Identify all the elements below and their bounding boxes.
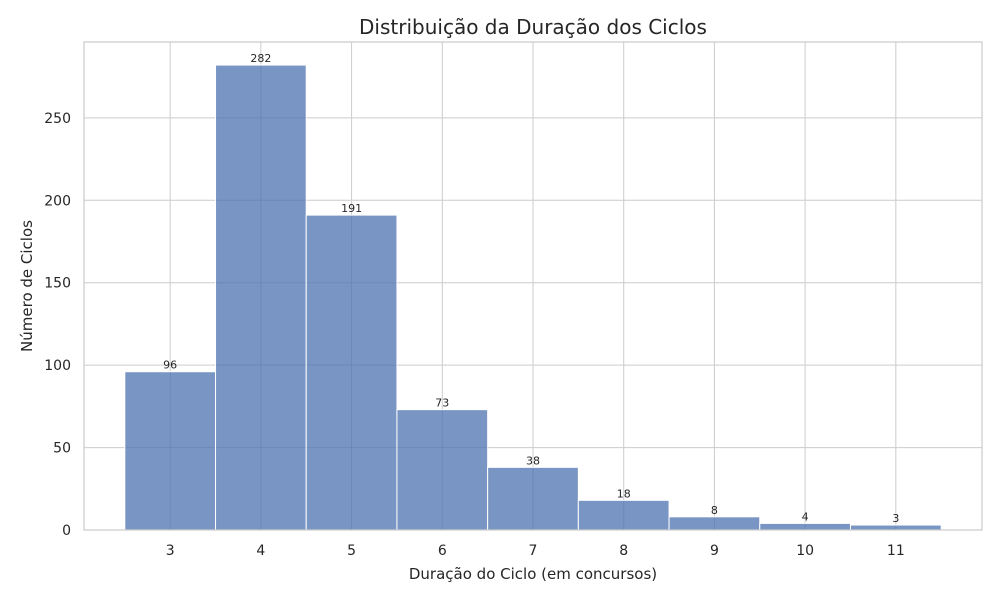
bar-value-label: 73 — [435, 397, 449, 410]
bar — [215, 64, 307, 531]
bars — [124, 64, 942, 531]
data-labels: 96 282 191 73 38 18 8 4 3 — [163, 52, 899, 525]
bar — [668, 516, 761, 531]
x-tick-label: 9 — [710, 543, 719, 559]
chart-title: Distribuição da Duração dos Ciclos — [359, 15, 707, 39]
y-tick-label: 100 — [44, 358, 71, 374]
bar-value-label: 18 — [617, 487, 631, 500]
bar-value-label: 8 — [711, 504, 718, 517]
bar-value-label: 38 — [526, 454, 540, 467]
bar — [849, 524, 942, 531]
x-tick-label: 3 — [166, 543, 175, 559]
x-tick-label: 8 — [619, 543, 628, 559]
bar-value-label: 4 — [802, 510, 809, 523]
bar — [124, 371, 217, 531]
y-tick-label: 50 — [53, 441, 71, 457]
bar-value-label: 96 — [163, 359, 177, 372]
plot-frame — [83, 41, 983, 531]
y-tick-labels: 0 50 100 150 200 250 — [44, 111, 71, 539]
bar-value-label: 3 — [892, 512, 899, 525]
bar — [487, 466, 579, 531]
x-tick-label: 10 — [796, 543, 814, 559]
x-tick-label: 7 — [529, 543, 538, 559]
y-axis-label: Número de Ciclos — [18, 220, 36, 352]
y-tick-label: 250 — [44, 111, 71, 127]
y-tick-label: 150 — [44, 276, 71, 292]
bar-value-label: 282 — [250, 52, 271, 65]
bar — [305, 214, 398, 531]
y-tick-label: 200 — [44, 193, 71, 209]
x-tick-label: 11 — [887, 543, 905, 559]
x-tick-label: 4 — [256, 543, 265, 559]
x-tick-label: 5 — [347, 543, 356, 559]
bar-value-label: 191 — [341, 202, 362, 215]
bar — [759, 522, 851, 531]
bar — [577, 499, 670, 531]
y-tick-label: 0 — [62, 523, 71, 539]
x-axis-label: Duração do Ciclo (em concursos) — [409, 565, 657, 583]
bar — [396, 409, 489, 531]
x-tick-labels: 3 4 5 6 7 8 9 10 11 — [166, 543, 905, 559]
x-tick-label: 6 — [438, 543, 447, 559]
